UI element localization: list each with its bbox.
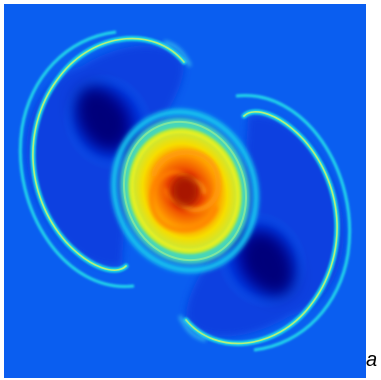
upper-left-vortex (26, 36, 192, 273)
vorticity-field-plot (4, 4, 366, 378)
panel-label: a (366, 349, 378, 371)
vorticity-field-figure (4, 4, 366, 378)
central-core (128, 127, 242, 255)
